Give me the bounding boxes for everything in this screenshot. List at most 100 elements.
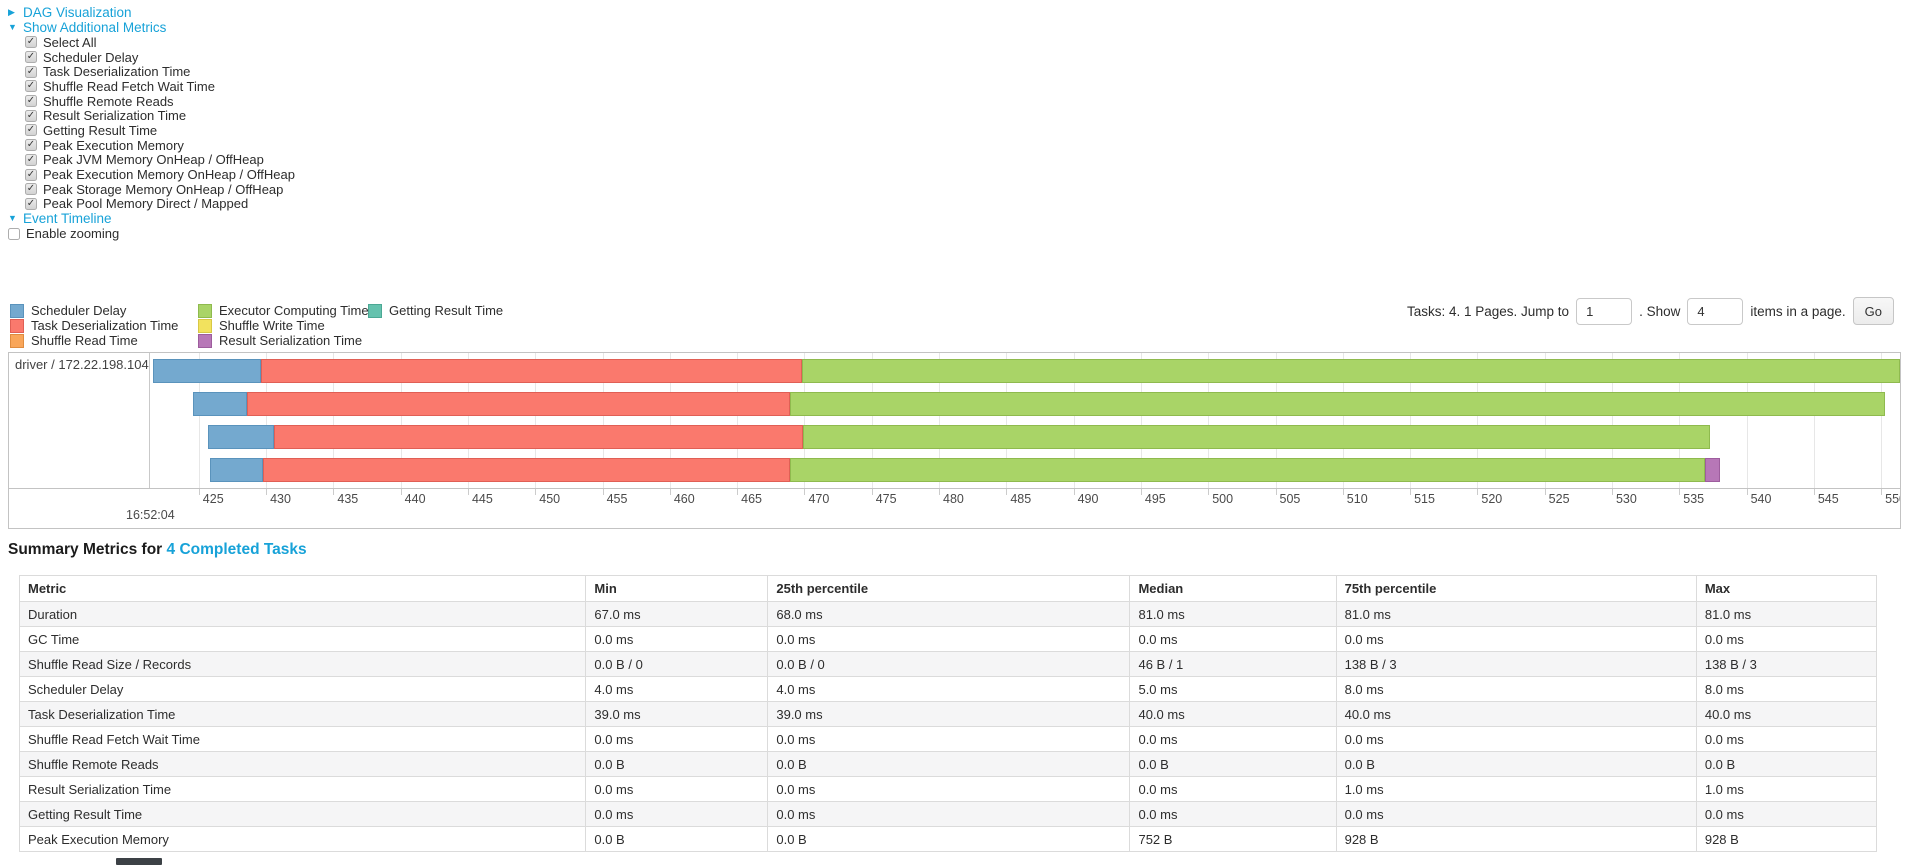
legend-item-shuffle-write-time: Shuffle Write Time: [198, 318, 369, 333]
axis-tick-mark: [1208, 489, 1210, 495]
axis-tick-label: 510: [1346, 492, 1368, 506]
summary-cell: 0.0 B: [767, 826, 1131, 852]
summary-cell: Task Deserialization Time: [18, 701, 587, 727]
metric-checkbox-list: ✓ Select All ✓ Scheduler Delay ✓ Task Deseria…: [8, 35, 295, 211]
checkbox-getting-result-time[interactable]: ✓: [25, 124, 37, 137]
go-button[interactable]: Go: [1852, 297, 1894, 325]
summary-cell: 39.0 ms: [585, 701, 769, 727]
legend-item-executor-computing-time: Executor Computing Time: [198, 303, 369, 318]
summary-cell: 0.0 ms: [1695, 801, 1878, 827]
enable-zooming-label: Enable zooming: [26, 226, 120, 242]
summary-cell: 8.0 ms: [1695, 676, 1878, 702]
event-timeline-toggle[interactable]: ▼ Event Timeline: [8, 211, 295, 226]
checkbox-shuffle-remote-reads[interactable]: ✓: [25, 95, 37, 108]
summary-cell: 0.0 ms: [585, 726, 769, 752]
axis-tick-label: 475: [875, 492, 897, 506]
summary-cell: GC Time: [18, 626, 587, 652]
timeline-gridline: [535, 353, 537, 488]
legend-column: Executor Computing Time Shuffle Write Tim…: [198, 303, 369, 348]
summary-cell: Shuffle Read Size / Records: [18, 651, 587, 677]
task-3-segment-task-deserialization[interactable]: [263, 458, 790, 482]
axis-tick-label: 495: [1144, 492, 1166, 506]
summary-metrics-table: Metric Min 25th percentile Median 75th perce…: [18, 575, 1878, 852]
summary-cell: 0.0 ms: [1335, 626, 1697, 652]
timeline-gridline: [333, 353, 335, 488]
jump-to-page-input[interactable]: [1576, 297, 1633, 325]
task-3-segment-result-serialization[interactable]: [1704, 458, 1720, 482]
timeline-gridline: [1006, 353, 1008, 488]
axis-tick-mark: [535, 489, 537, 495]
checkbox-result-serialization-time[interactable]: ✓: [25, 109, 37, 122]
legend-item-task-deserialization-time: Task Deserialization Time: [10, 318, 178, 333]
timeline-gridline: [1410, 353, 1412, 488]
show-additional-metrics-toggle[interactable]: ▼ Show Additional Metrics: [8, 20, 295, 35]
timeline-gridline: [669, 353, 671, 488]
task-1-segment-scheduler-delay[interactable]: [193, 392, 248, 416]
summary-header-median: Median: [1129, 575, 1337, 602]
checkbox-scheduler-delay[interactable]: ✓: [25, 51, 37, 64]
checkbox-peak-execution-memory-onheap-offheap[interactable]: ✓: [25, 168, 37, 181]
summary-cell: 81.0 ms: [1335, 601, 1697, 627]
timeline-gridline: [804, 353, 806, 488]
summary-cell: Getting Result Time: [18, 801, 587, 827]
task-3-segment-scheduler-delay[interactable]: [209, 458, 264, 482]
legend-label: Shuffle Write Time: [219, 318, 325, 333]
summary-row-scheduler-delay: Scheduler Delay 4.0 ms 4.0 ms 5.0 ms 8.0 ms 8…: [18, 676, 1878, 702]
event-timeline-label: Event Timeline: [23, 211, 112, 227]
axis-tick-label: 525: [1548, 492, 1570, 506]
timeline-gridline: [1544, 353, 1546, 488]
task-0-segment-executor-computing[interactable]: [801, 359, 1900, 383]
pagination-show-text: . Show: [1639, 303, 1681, 319]
task-3-segment-executor-computing[interactable]: [789, 458, 1705, 482]
completed-tasks-link[interactable]: 4 Completed Tasks: [166, 541, 307, 558]
summary-cell: 0.0 ms: [767, 801, 1131, 827]
task-0-segment-scheduler-delay[interactable]: [153, 359, 261, 383]
summary-cell: 0.0 ms: [1335, 801, 1697, 827]
summary-cell: 5.0 ms: [1129, 676, 1337, 702]
metric-checkbox-row-scheduler-delay: ✓ Scheduler Delay: [25, 50, 295, 65]
task-1-segment-executor-computing[interactable]: [789, 392, 1886, 416]
axis-tick-mark: [1342, 489, 1344, 495]
axis-tick-mark: [1881, 489, 1883, 495]
checkbox-peak-execution-memory[interactable]: ✓: [25, 139, 37, 152]
checkbox-label: Getting Result Time: [43, 122, 158, 138]
checkbox-shuffle-read-fetch-wait-time[interactable]: ✓: [25, 80, 37, 93]
task-2-segment-task-deserialization[interactable]: [274, 425, 804, 449]
task-0-segment-task-deserialization[interactable]: [260, 359, 802, 383]
task-2-segment-scheduler-delay[interactable]: [208, 425, 275, 449]
summary-cell: 4.0 ms: [585, 676, 769, 702]
summary-row-getting-result-time: Getting Result Time 0.0 ms 0.0 ms 0.0 ms 0.0…: [18, 801, 1878, 827]
checkbox-task-deserialization-time[interactable]: ✓: [25, 65, 37, 78]
axis-tick-label: 460: [673, 492, 695, 506]
enable-zooming-checkbox[interactable]: [8, 227, 20, 240]
axis-tick-mark: [1611, 489, 1613, 495]
summary-cell: 0.0 B: [585, 751, 769, 777]
axis-tick-label: 545: [1817, 492, 1839, 506]
task-1-segment-task-deserialization[interactable]: [247, 392, 790, 416]
checkbox-peak-jvm-memory-onheap-offheap[interactable]: ✓: [25, 153, 37, 166]
timeline-gridline: [1275, 353, 1277, 488]
summary-cell: 68.0 ms: [767, 601, 1131, 627]
legend-swatch-icon: [198, 303, 212, 318]
pagination-summary-text: Tasks: 4. 1 Pages. Jump to: [1406, 303, 1570, 319]
checkbox-label: Peak Execution Memory: [43, 137, 184, 153]
axis-tick-label: 435: [337, 492, 359, 506]
checkbox-peak-pool-memory-direct-mapped[interactable]: ✓: [25, 197, 37, 210]
timeline-gridline: [1140, 353, 1142, 488]
checkbox-select-all[interactable]: ✓: [25, 36, 37, 49]
summary-cell: 0.0 B: [585, 826, 769, 852]
summary-cell: 40.0 ms: [1129, 701, 1337, 727]
task-2-segment-executor-computing[interactable]: [803, 425, 1711, 449]
metric-checkbox-row-peak-pool-memory-direct-mapped: ✓ Peak Pool Memory Direct / Mapped: [25, 196, 295, 211]
legend-swatch-icon: [10, 303, 24, 318]
checkbox-peak-storage-memory-onheap-offheap[interactable]: ✓: [25, 183, 37, 196]
items-per-page-input[interactable]: [1687, 297, 1744, 325]
axis-tick-label: 500: [1212, 492, 1234, 506]
timeline-gridline: [467, 353, 469, 488]
summary-cell: 1.0 ms: [1335, 776, 1697, 802]
dag-visualization-toggle[interactable]: ▶ DAG Visualization: [8, 5, 295, 20]
metric-checkbox-row-select-all: ✓ Select All: [25, 35, 295, 50]
summary-cell: 0.0 B / 0: [767, 651, 1131, 677]
summary-cell: Result Serialization Time: [18, 776, 587, 802]
summary-cell: 0.0 B: [1695, 751, 1878, 777]
